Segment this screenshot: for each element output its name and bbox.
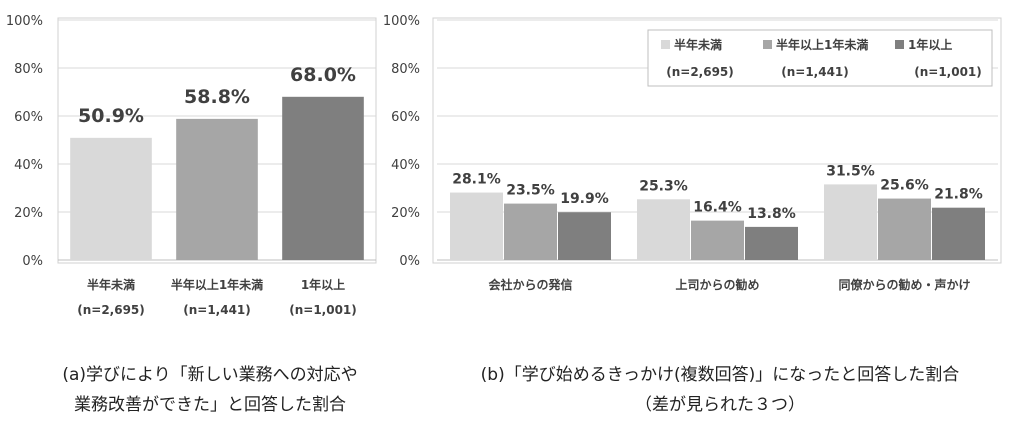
chart-b-category-label: 同僚からの勧め・声かけ: [838, 277, 970, 292]
chart-a-category-label: 1年以上: [301, 277, 345, 292]
chart-a-category-n-label: (n=2,695): [77, 303, 145, 317]
chart-b-legend-n-label: (n=1,001): [914, 65, 982, 79]
chart-b-data-label: 13.8%: [747, 206, 796, 222]
chart-b-bar: [745, 226, 798, 260]
chart-b-data-label: 19.9%: [560, 191, 609, 207]
chart-b-data-label: 31.5%: [826, 163, 875, 179]
chart-a-data-label: 68.0%: [290, 64, 356, 86]
chart-b-legend-label: 半年未満: [674, 37, 722, 52]
chart-a-bar: [282, 96, 364, 260]
chart-b-legend-swatch: [895, 40, 904, 49]
chart-a-ytick-label: 40%: [14, 158, 43, 173]
chart-b-legend-n-label: (n=1,441): [781, 65, 849, 79]
chart-b-data-label: 25.3%: [639, 178, 688, 194]
chart-a-ytick-label: 20%: [14, 206, 43, 221]
chart-a-caption: (a)学びにより「新しい業務への対応や 業務改善ができた」と回答した割合: [20, 360, 400, 420]
chart-a-ytick-label: 100%: [6, 14, 43, 29]
chart-b-bar: [504, 203, 557, 260]
chart-a-ytick-label: 0%: [22, 254, 43, 269]
chart-b-legend-label: 1年以上: [908, 37, 952, 52]
chart-b-bar: [637, 199, 690, 260]
chart-a-caption-line2: 業務改善ができた」と回答した割合: [74, 395, 346, 415]
chart-b-data-label: 21.8%: [934, 187, 983, 203]
chart-b-data-label: 28.1%: [452, 172, 501, 188]
chart-b-bar: [558, 212, 611, 260]
chart-a-category-n-label: (n=1,441): [183, 303, 251, 317]
chart-a-data-label: 50.9%: [78, 105, 144, 127]
chart-a-ytick-label: 60%: [14, 110, 43, 125]
chart-b-ytick-label: 100%: [383, 14, 420, 29]
chart-b-caption-line2: （差が見られた３つ）: [635, 395, 805, 415]
chart-a-category-label: 半年以上1年未満: [171, 277, 263, 292]
chart-b-legend-label: 半年以上1年未満: [776, 37, 868, 52]
chart-b-ytick-label: 20%: [391, 206, 420, 221]
chart-b-bar: [878, 198, 931, 260]
chart-a-data-label: 58.8%: [184, 86, 250, 108]
chart-a-bar: [70, 137, 152, 260]
chart-b-legend-box: [647, 29, 993, 87]
chart-b-data-label: 16.4%: [693, 200, 742, 216]
chart-b-legend-swatch: [661, 40, 670, 49]
chart-a-ytick-label: 80%: [14, 62, 43, 77]
chart-b-bar: [691, 220, 744, 260]
chart-b-caption-line1: (b)「学び始めるきっかけ(複数回答)」になったと回答した割合: [480, 365, 960, 385]
chart-a-category-n-label: (n=1,001): [289, 303, 357, 317]
chart-a-caption-line1: (a)学びにより「新しい業務への対応や: [62, 365, 358, 385]
chart-b-ytick-label: 40%: [391, 158, 420, 173]
chart-b-data-label: 23.5%: [506, 183, 555, 199]
chart-a-bar: [176, 118, 258, 260]
chart-b-ytick-label: 80%: [391, 62, 420, 77]
chart-b-ytick-label: 60%: [391, 110, 420, 125]
chart-b-legend-n-label: (n=2,695): [666, 65, 734, 79]
chart-b-ytick-label: 0%: [399, 254, 420, 269]
chart-b-data-label: 25.6%: [880, 178, 929, 194]
chart-b-caption: (b)「学び始めるきっかけ(複数回答)」になったと回答した割合 （差が見られた３…: [440, 360, 1000, 420]
chart-b-category-label: 上司からの勧め: [675, 277, 759, 292]
chart-b-bar: [932, 207, 985, 260]
chart-b-legend-swatch: [763, 40, 772, 49]
chart-b-category-label: 会社からの発信: [488, 277, 572, 292]
chart-a-category-label: 半年未満: [87, 277, 135, 292]
chart-b-bar: [450, 192, 503, 260]
chart-b-bar: [824, 184, 877, 260]
